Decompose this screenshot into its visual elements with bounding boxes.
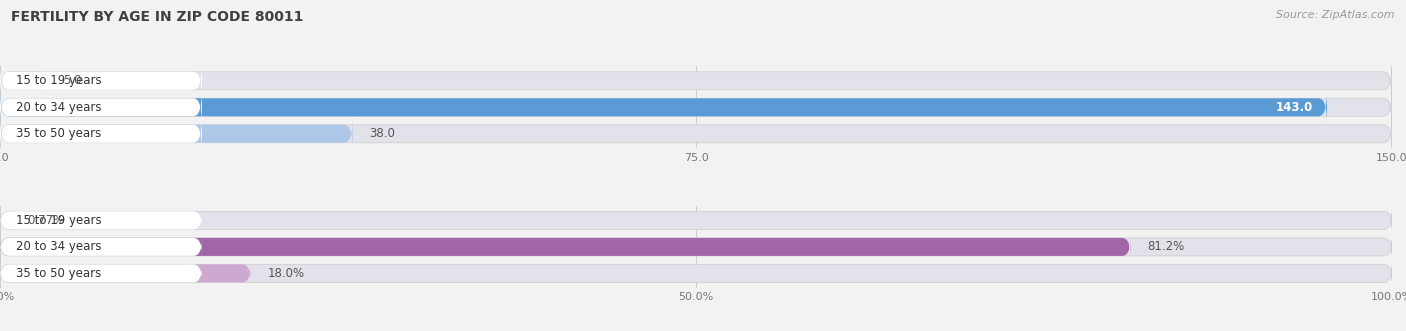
- FancyBboxPatch shape: [0, 92, 202, 122]
- Text: 0.77%: 0.77%: [28, 214, 65, 227]
- Text: 35 to 50 years: 35 to 50 years: [15, 127, 101, 140]
- FancyBboxPatch shape: [0, 118, 353, 149]
- FancyBboxPatch shape: [0, 92, 1327, 122]
- Text: 5.0: 5.0: [63, 74, 82, 87]
- FancyBboxPatch shape: [0, 264, 202, 282]
- Text: 143.0: 143.0: [1275, 101, 1313, 114]
- FancyBboxPatch shape: [0, 238, 1392, 256]
- Text: FERTILITY BY AGE IN ZIP CODE 80011: FERTILITY BY AGE IN ZIP CODE 80011: [11, 10, 304, 24]
- Text: 38.0: 38.0: [370, 127, 395, 140]
- Text: Source: ZipAtlas.com: Source: ZipAtlas.com: [1277, 10, 1395, 20]
- Text: 20 to 34 years: 20 to 34 years: [15, 240, 101, 254]
- Text: 15 to 19 years: 15 to 19 years: [15, 214, 101, 227]
- FancyBboxPatch shape: [0, 238, 202, 256]
- FancyBboxPatch shape: [0, 264, 250, 282]
- FancyBboxPatch shape: [0, 118, 202, 149]
- FancyBboxPatch shape: [0, 238, 1130, 256]
- FancyBboxPatch shape: [0, 212, 18, 229]
- FancyBboxPatch shape: [0, 66, 202, 96]
- Text: 15 to 19 years: 15 to 19 years: [15, 74, 101, 87]
- FancyBboxPatch shape: [0, 212, 1392, 229]
- Text: 18.0%: 18.0%: [267, 267, 304, 280]
- FancyBboxPatch shape: [0, 118, 1392, 149]
- FancyBboxPatch shape: [0, 66, 1392, 96]
- FancyBboxPatch shape: [0, 66, 46, 96]
- Text: 81.2%: 81.2%: [1147, 240, 1184, 254]
- FancyBboxPatch shape: [0, 92, 1392, 122]
- FancyBboxPatch shape: [0, 264, 1392, 282]
- Text: 20 to 34 years: 20 to 34 years: [15, 101, 101, 114]
- FancyBboxPatch shape: [0, 212, 202, 229]
- Text: 35 to 50 years: 35 to 50 years: [15, 267, 101, 280]
